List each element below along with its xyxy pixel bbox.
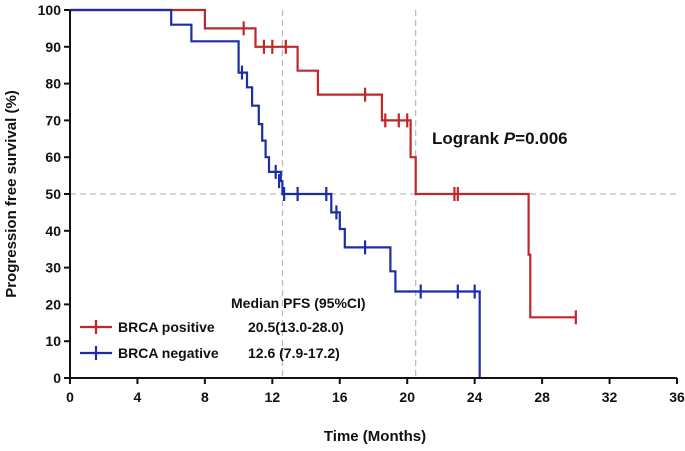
y-axis-label: Progression free survival (%) [3, 90, 20, 298]
y-tick-label: 40 [45, 223, 61, 239]
y-tick-label: 90 [45, 39, 61, 55]
logrank-prefix: Logrank [432, 129, 504, 148]
legend-label-brca-negative: BRCA negative [118, 345, 219, 361]
x-tick-label: 12 [265, 389, 281, 405]
y-tick-label: 70 [45, 112, 61, 128]
y-tick-label: 0 [53, 370, 61, 386]
legend-item-brca-positive: BRCA positive 20.5(13.0-28.0) [80, 319, 344, 335]
y-tick-label: 50 [45, 186, 61, 202]
x-tick-label: 0 [66, 389, 74, 405]
x-tick-label: 24 [467, 389, 483, 405]
logrank-p-symbol: P [504, 129, 516, 148]
legend-median-brca-negative: 12.6 (7.9-17.2) [248, 345, 340, 361]
y-tick-label: 30 [45, 260, 61, 276]
tick-labels: 0 4 8 12 16 20 24 28 32 36 0 10 20 30 40 50 60 70 80 90 100 [38, 2, 685, 405]
x-tick-label: 36 [669, 389, 685, 405]
series-brca-negative [70, 8, 481, 378]
survival-curves [70, 8, 577, 378]
legend: Median PFS (95%CI) BRCA positive 20.5(13… [80, 295, 366, 361]
x-tick-label: 32 [602, 389, 618, 405]
x-tick-label: 4 [134, 389, 142, 405]
x-tick-label: 8 [201, 389, 209, 405]
y-tick-label: 20 [45, 296, 61, 312]
legend-label-brca-positive: BRCA positive [118, 319, 215, 335]
y-tick-label: 100 [38, 2, 62, 18]
logrank-annotation: Logrank P=0.006 [432, 129, 568, 148]
survival-curve-brca-positive [70, 8, 576, 319]
legend-header: Median PFS (95%CI) [231, 295, 366, 311]
logrank-value: =0.006 [515, 129, 567, 148]
series-brca-positive [70, 8, 577, 325]
y-tick-label: 10 [45, 333, 61, 349]
x-tick-label: 16 [332, 389, 348, 405]
x-axis-label: Time (Months) [324, 428, 426, 445]
legend-item-brca-negative: BRCA negative 12.6 (7.9-17.2) [80, 345, 340, 361]
y-tick-label: 60 [45, 149, 61, 165]
x-tick-label: 28 [534, 389, 550, 405]
legend-median-brca-positive: 20.5(13.0-28.0) [248, 319, 344, 335]
x-tick-label: 20 [399, 389, 415, 405]
y-tick-label: 80 [45, 76, 61, 92]
axes [64, 9, 678, 384]
survival-curve-brca-negative [70, 8, 481, 378]
